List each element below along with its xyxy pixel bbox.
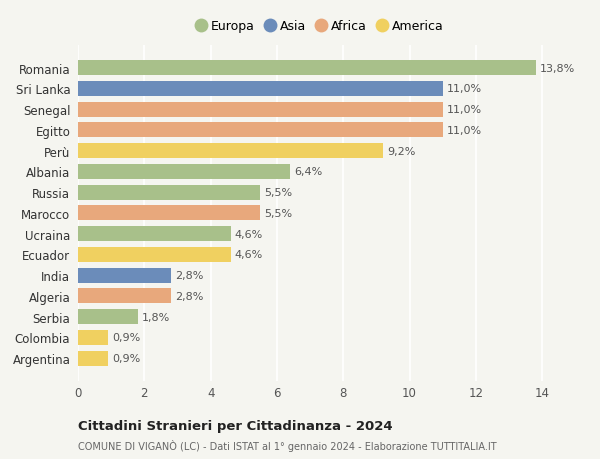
Text: Cittadini Stranieri per Cittadinanza - 2024: Cittadini Stranieri per Cittadinanza - 2…: [78, 419, 392, 432]
Bar: [78, 268, 171, 283]
Text: 9,2%: 9,2%: [387, 146, 415, 157]
Text: 2,8%: 2,8%: [175, 291, 203, 301]
Bar: [78, 227, 230, 241]
Bar: [78, 82, 443, 97]
Bar: [78, 330, 108, 345]
Bar: [78, 289, 171, 304]
Bar: [78, 206, 260, 221]
Bar: [78, 165, 290, 179]
Text: 4,6%: 4,6%: [235, 229, 263, 239]
Bar: [78, 61, 536, 76]
Text: 5,5%: 5,5%: [265, 188, 292, 198]
Text: 11,0%: 11,0%: [447, 105, 482, 115]
Text: 11,0%: 11,0%: [447, 84, 482, 94]
Text: 4,6%: 4,6%: [235, 250, 263, 260]
Text: COMUNE DI VIGANÒ (LC) - Dati ISTAT al 1° gennaio 2024 - Elaborazione TUTTITALIA.: COMUNE DI VIGANÒ (LC) - Dati ISTAT al 1°…: [78, 439, 497, 451]
Text: 1,8%: 1,8%: [142, 312, 170, 322]
Bar: [78, 102, 443, 118]
Text: 6,4%: 6,4%: [294, 167, 322, 177]
Bar: [78, 144, 383, 159]
Text: 0,9%: 0,9%: [112, 353, 140, 363]
Bar: [78, 123, 443, 138]
Bar: [78, 185, 260, 200]
Text: 2,8%: 2,8%: [175, 270, 203, 280]
Bar: [78, 351, 108, 366]
Text: 5,5%: 5,5%: [265, 208, 292, 218]
Text: 13,8%: 13,8%: [539, 64, 575, 73]
Bar: [78, 247, 230, 262]
Text: 11,0%: 11,0%: [447, 126, 482, 136]
Text: 0,9%: 0,9%: [112, 333, 140, 342]
Bar: [78, 309, 137, 325]
Legend: Europa, Asia, Africa, America: Europa, Asia, Africa, America: [191, 15, 449, 38]
